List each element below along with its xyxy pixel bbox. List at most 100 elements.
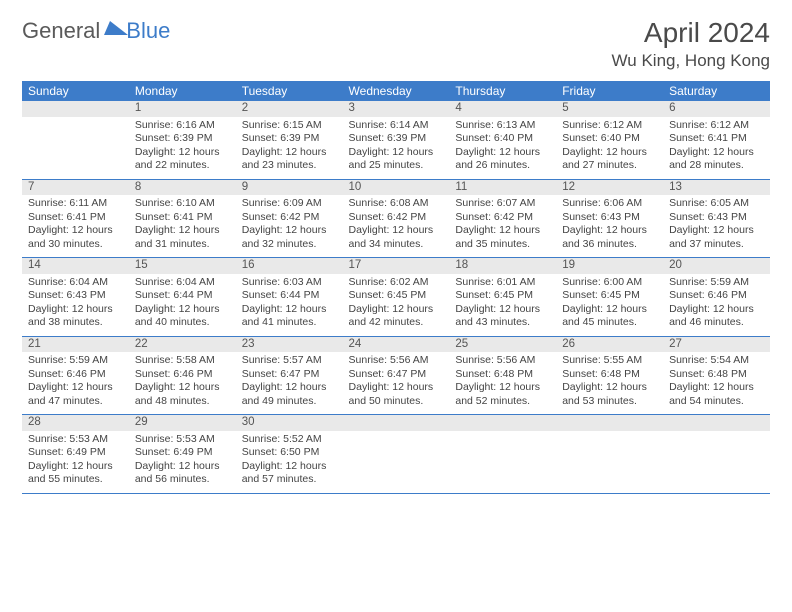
day1-text: Daylight: 12 hours (135, 381, 230, 394)
daynum-row: 14151617181920 (22, 258, 770, 274)
day1-text: Daylight: 12 hours (28, 460, 123, 473)
header: General Blue April 2024 Wu King, Hong Ko… (22, 18, 770, 71)
day1-text: Daylight: 12 hours (28, 224, 123, 237)
day2-text: and 23 minutes. (242, 159, 337, 172)
day-cell: Sunrise: 6:16 AMSunset: 6:39 PMDaylight:… (129, 117, 236, 179)
sunset-text: Sunset: 6:50 PM (242, 446, 337, 459)
sunrise-text: Sunrise: 6:10 AM (135, 197, 230, 210)
day-number: 20 (663, 258, 770, 274)
day2-text: and 27 minutes. (562, 159, 657, 172)
day-cell: Sunrise: 6:09 AMSunset: 6:42 PMDaylight:… (236, 195, 343, 257)
sunset-text: Sunset: 6:39 PM (135, 132, 230, 145)
day1-text: Daylight: 12 hours (28, 303, 123, 316)
day1-text: Daylight: 12 hours (562, 146, 657, 159)
day-number (449, 415, 556, 431)
day1-text: Daylight: 12 hours (562, 303, 657, 316)
day2-text: and 28 minutes. (669, 159, 764, 172)
day-cell: Sunrise: 5:56 AMSunset: 6:48 PMDaylight:… (449, 352, 556, 414)
day2-text: and 22 minutes. (135, 159, 230, 172)
location: Wu King, Hong Kong (612, 51, 770, 71)
day1-text: Daylight: 12 hours (135, 224, 230, 237)
day1-text: Daylight: 12 hours (135, 303, 230, 316)
day1-text: Daylight: 12 hours (562, 224, 657, 237)
day-cell: Sunrise: 6:03 AMSunset: 6:44 PMDaylight:… (236, 274, 343, 336)
day2-text: and 49 minutes. (242, 395, 337, 408)
sunrise-text: Sunrise: 6:09 AM (242, 197, 337, 210)
calendar-table: Sunday Monday Tuesday Wednesday Thursday… (22, 81, 770, 494)
weekday-header-row: Sunday Monday Tuesday Wednesday Thursday… (22, 81, 770, 101)
header-sun: Sunday (22, 81, 129, 101)
day2-text: and 38 minutes. (28, 316, 123, 329)
sunset-text: Sunset: 6:46 PM (669, 289, 764, 302)
day-cell: Sunrise: 6:13 AMSunset: 6:40 PMDaylight:… (449, 117, 556, 179)
day1-text: Daylight: 12 hours (349, 381, 444, 394)
day2-text: and 31 minutes. (135, 238, 230, 251)
sunrise-text: Sunrise: 6:16 AM (135, 119, 230, 132)
day2-text: and 45 minutes. (562, 316, 657, 329)
daynum-row: 78910111213 (22, 179, 770, 195)
day1-text: Daylight: 12 hours (242, 381, 337, 394)
day-cell: Sunrise: 6:01 AMSunset: 6:45 PMDaylight:… (449, 274, 556, 336)
header-wed: Wednesday (343, 81, 450, 101)
day-number (22, 101, 129, 117)
day1-text: Daylight: 12 hours (135, 460, 230, 473)
day2-text: and 41 minutes. (242, 316, 337, 329)
header-tue: Tuesday (236, 81, 343, 101)
data-row: Sunrise: 5:59 AMSunset: 6:46 PMDaylight:… (22, 352, 770, 414)
day-number: 9 (236, 179, 343, 195)
day2-text: and 55 minutes. (28, 473, 123, 486)
day-cell: Sunrise: 5:59 AMSunset: 6:46 PMDaylight:… (663, 274, 770, 336)
day-number: 27 (663, 336, 770, 352)
day1-text: Daylight: 12 hours (242, 146, 337, 159)
sunset-text: Sunset: 6:49 PM (28, 446, 123, 459)
day-number: 5 (556, 101, 663, 117)
sunset-text: Sunset: 6:44 PM (242, 289, 337, 302)
day-cell: Sunrise: 6:02 AMSunset: 6:45 PMDaylight:… (343, 274, 450, 336)
header-sat: Saturday (663, 81, 770, 101)
day2-text: and 52 minutes. (455, 395, 550, 408)
day2-text: and 43 minutes. (455, 316, 550, 329)
day-number: 7 (22, 179, 129, 195)
sunrise-text: Sunrise: 6:02 AM (349, 276, 444, 289)
sunrise-text: Sunrise: 5:53 AM (28, 433, 123, 446)
sunset-text: Sunset: 6:44 PM (135, 289, 230, 302)
sunrise-text: Sunrise: 6:15 AM (242, 119, 337, 132)
day2-text: and 46 minutes. (669, 316, 764, 329)
day-number: 12 (556, 179, 663, 195)
week-separator (22, 493, 770, 494)
day-cell: Sunrise: 5:57 AMSunset: 6:47 PMDaylight:… (236, 352, 343, 414)
day2-text: and 37 minutes. (669, 238, 764, 251)
day-number: 21 (22, 336, 129, 352)
day-number: 13 (663, 179, 770, 195)
sunset-text: Sunset: 6:48 PM (669, 368, 764, 381)
day-number: 4 (449, 101, 556, 117)
sunset-text: Sunset: 6:43 PM (562, 211, 657, 224)
day-cell: Sunrise: 6:15 AMSunset: 6:39 PMDaylight:… (236, 117, 343, 179)
day1-text: Daylight: 12 hours (669, 381, 764, 394)
day2-text: and 53 minutes. (562, 395, 657, 408)
day-cell: Sunrise: 5:53 AMSunset: 6:49 PMDaylight:… (22, 431, 129, 493)
day-number: 26 (556, 336, 663, 352)
day2-text: and 57 minutes. (242, 473, 337, 486)
sunrise-text: Sunrise: 5:56 AM (455, 354, 550, 367)
day1-text: Daylight: 12 hours (242, 303, 337, 316)
day1-text: Daylight: 12 hours (242, 460, 337, 473)
day-number (663, 415, 770, 431)
day-cell: Sunrise: 5:56 AMSunset: 6:47 PMDaylight:… (343, 352, 450, 414)
sunrise-text: Sunrise: 5:57 AM (242, 354, 337, 367)
day1-text: Daylight: 12 hours (349, 303, 444, 316)
day2-text: and 50 minutes. (349, 395, 444, 408)
day-cell (22, 117, 129, 179)
day-cell (449, 431, 556, 493)
day-number: 18 (449, 258, 556, 274)
day2-text: and 35 minutes. (455, 238, 550, 251)
day-number: 2 (236, 101, 343, 117)
sunrise-text: Sunrise: 6:00 AM (562, 276, 657, 289)
day-number: 1 (129, 101, 236, 117)
sunset-text: Sunset: 6:46 PM (135, 368, 230, 381)
day2-text: and 26 minutes. (455, 159, 550, 172)
header-mon: Monday (129, 81, 236, 101)
day1-text: Daylight: 12 hours (242, 224, 337, 237)
day-number: 24 (343, 336, 450, 352)
sunset-text: Sunset: 6:40 PM (562, 132, 657, 145)
